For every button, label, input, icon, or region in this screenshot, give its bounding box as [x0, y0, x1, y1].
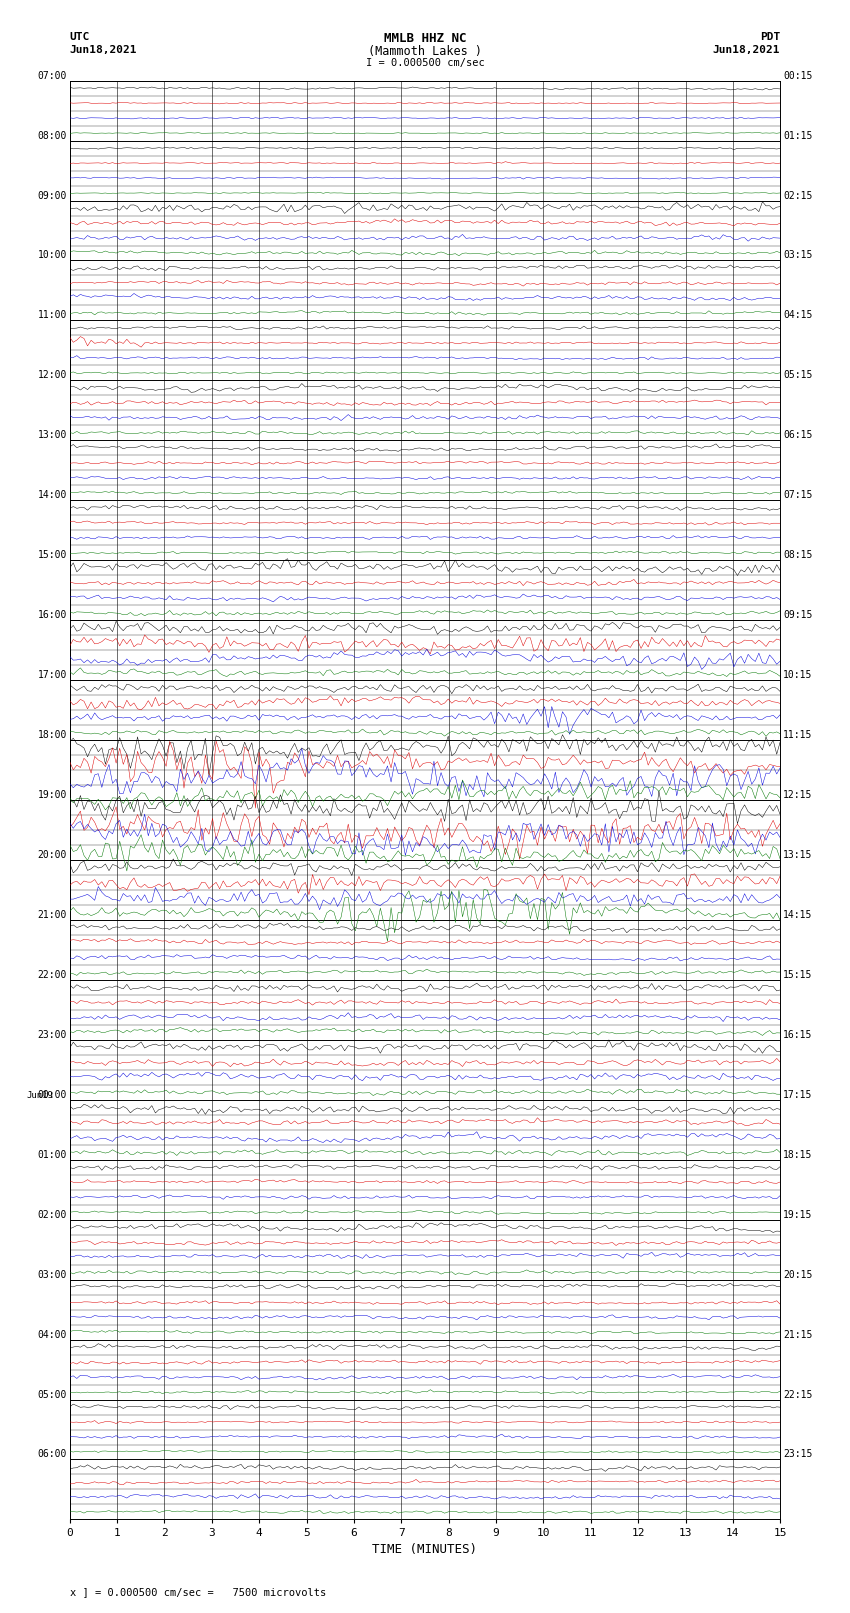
X-axis label: TIME (MINUTES): TIME (MINUTES) [372, 1542, 478, 1555]
Text: Jun18,2021: Jun18,2021 [70, 45, 137, 55]
Text: Jun18,2021: Jun18,2021 [713, 45, 780, 55]
Text: PDT: PDT [760, 32, 780, 42]
Text: UTC: UTC [70, 32, 90, 42]
Text: Jun19: Jun19 [26, 1090, 53, 1100]
Text: x ] = 0.000500 cm/sec =   7500 microvolts: x ] = 0.000500 cm/sec = 7500 microvolts [70, 1587, 326, 1597]
Text: I = 0.000500 cm/sec: I = 0.000500 cm/sec [366, 58, 484, 68]
Text: (Mammoth Lakes ): (Mammoth Lakes ) [368, 45, 482, 58]
Text: MMLB HHZ NC: MMLB HHZ NC [383, 32, 467, 45]
